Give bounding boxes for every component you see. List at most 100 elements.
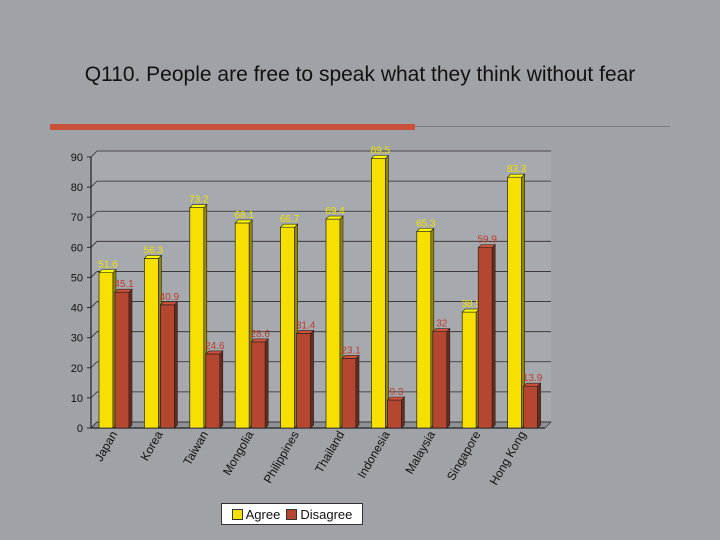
data-label-disagree: 28.6	[250, 329, 270, 340]
x-tick-label: Philippines	[261, 429, 302, 486]
bar-disagree	[250, 341, 266, 429]
gridline-diag	[90, 391, 98, 399]
bar-top-disagree	[295, 330, 315, 334]
data-label-disagree: 45.1	[114, 279, 134, 290]
x-tick-label: Japan	[92, 429, 120, 464]
data-label-agree: 38.5	[461, 299, 481, 310]
bar-top-disagree	[386, 396, 406, 401]
bar-agree	[325, 218, 341, 429]
x-tick-label: Singapore	[444, 428, 484, 483]
bar-top-disagree	[205, 350, 224, 355]
data-label-agree: 89.5	[371, 146, 391, 157]
gridline-diag	[90, 210, 98, 218]
data-label-agree: 66.7	[280, 214, 300, 225]
bar-side-disagree	[355, 354, 360, 429]
bar-agree	[280, 226, 295, 429]
bar-agree	[98, 272, 114, 429]
bar-top-agree	[325, 215, 344, 220]
bar-top-disagree	[114, 288, 133, 293]
gridline-diag	[90, 361, 98, 369]
bar-top-disagree	[250, 338, 269, 343]
gridline-diag	[90, 271, 98, 278]
bar-top-agree	[506, 173, 526, 178]
bar-top-disagree	[341, 355, 360, 359]
x-tick-label: Mongolia	[220, 428, 257, 477]
data-label-agree: 56.3	[144, 245, 164, 256]
y-tick-label: 0	[77, 423, 83, 435]
legend-label-agree: Agree	[245, 506, 281, 522]
bar-top-agree	[416, 228, 435, 232]
title-rule	[415, 126, 670, 127]
bar-disagree	[341, 358, 357, 429]
y-tick-label: 50	[71, 272, 83, 284]
y-tick-label: 20	[71, 363, 83, 375]
bar-agree	[189, 207, 205, 429]
legend-swatch-disagree	[286, 508, 298, 520]
bar-disagree	[477, 247, 493, 429]
bar-side-disagree	[174, 301, 178, 429]
x-tick-label: Taiwan	[180, 429, 211, 468]
chart-legend: Agree Disagree	[221, 503, 363, 525]
bar-disagree	[114, 291, 130, 429]
bar-agree	[507, 176, 522, 429]
data-label-disagree: 59.9	[477, 235, 497, 246]
x-tick-label: Thailand	[312, 429, 347, 476]
bar-disagree	[296, 333, 311, 429]
bar-disagree	[523, 385, 538, 429]
bar-side-disagree	[446, 327, 451, 429]
x-tick-label: Malaysia	[402, 428, 438, 476]
y-tick-label: 80	[71, 182, 83, 194]
x-tick-label: Korea	[138, 428, 166, 463]
y-tick-label: 70	[71, 212, 83, 224]
bar-disagree	[160, 304, 175, 429]
bar-side-disagree	[537, 382, 541, 429]
data-label-disagree: 40.9	[160, 292, 180, 303]
gridline-diag	[90, 150, 98, 158]
bar-top-agree	[234, 219, 253, 224]
bar-disagree	[387, 399, 402, 429]
data-label-disagree: 23.1	[341, 345, 361, 356]
bar-side-disagree	[401, 396, 405, 429]
title-accent-bar	[50, 124, 415, 130]
data-label-agree: 69.4	[325, 206, 345, 217]
bar-disagree	[205, 353, 221, 429]
legend-item-agree: Agree	[231, 506, 281, 522]
bar-side-disagree	[128, 288, 133, 429]
bar-agree	[371, 158, 386, 429]
data-label-agree: 68.1	[234, 210, 254, 221]
bar-agree	[144, 258, 159, 429]
data-label-agree: 51.6	[98, 260, 118, 271]
y-tick-label: 30	[71, 333, 83, 345]
data-label-disagree: 24.6	[205, 341, 225, 352]
slide-title: Q110. People are free to speak what they…	[84, 63, 636, 86]
data-label-disagree: 9.3	[389, 387, 403, 398]
bar-top-disagree	[522, 382, 542, 387]
bar-side-disagree	[310, 329, 314, 429]
bar-top-agree	[143, 255, 163, 259]
legend-swatch-agree	[231, 508, 243, 520]
y-tick-label: 40	[71, 303, 83, 315]
bar-top-disagree	[159, 301, 179, 306]
bar-agree	[234, 222, 250, 429]
data-label-agree: 83.3	[507, 164, 527, 175]
bar-side-disagree	[491, 243, 496, 429]
bar-top-agree	[189, 204, 208, 208]
data-label-disagree: 32	[436, 319, 448, 330]
gridline-diag	[90, 301, 98, 308]
data-label-disagree: 13.9	[523, 373, 543, 384]
y-tick-label: 90	[71, 152, 83, 164]
bar-agree	[416, 231, 432, 429]
bar-top-disagree	[432, 328, 451, 332]
gridline-diag	[90, 331, 98, 338]
x-tick-label: Indonesia	[355, 428, 393, 480]
bar-top-agree	[98, 269, 117, 273]
bar-top-disagree	[477, 244, 496, 248]
legend-item-disagree: Disagree	[286, 507, 352, 522]
gridline-diag	[90, 180, 98, 188]
legend-label-disagree: Disagree	[300, 506, 353, 522]
bar-side-agree	[385, 154, 389, 429]
bar-disagree	[432, 331, 448, 429]
gridline-diag	[90, 421, 98, 429]
data-label-agree: 65.3	[416, 218, 436, 229]
